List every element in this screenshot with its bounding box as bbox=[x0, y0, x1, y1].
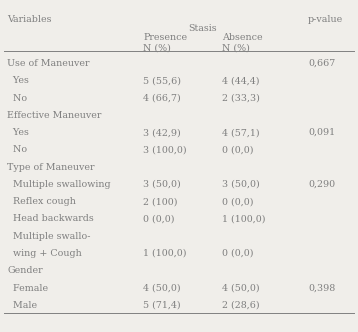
Text: Multiple swallowing: Multiple swallowing bbox=[7, 180, 111, 189]
Text: 3 (50,0): 3 (50,0) bbox=[222, 180, 260, 189]
Text: Multiple swallo-: Multiple swallo- bbox=[7, 232, 91, 241]
Text: 2 (33,3): 2 (33,3) bbox=[222, 94, 260, 103]
Text: 4 (50,0): 4 (50,0) bbox=[222, 284, 260, 292]
Text: 0 (0,0): 0 (0,0) bbox=[222, 197, 253, 206]
Text: N (%): N (%) bbox=[143, 44, 171, 53]
Text: No: No bbox=[7, 145, 27, 154]
Text: Variables: Variables bbox=[7, 15, 52, 24]
Text: 4 (66,7): 4 (66,7) bbox=[143, 94, 181, 103]
Text: p-value: p-value bbox=[308, 15, 343, 24]
Text: Absence: Absence bbox=[222, 33, 262, 42]
Text: Type of Maneuver: Type of Maneuver bbox=[7, 163, 95, 172]
Text: Yes: Yes bbox=[7, 76, 29, 85]
Text: Gender: Gender bbox=[7, 266, 43, 275]
Text: 0,091: 0,091 bbox=[308, 128, 335, 137]
Text: Effective Maneuver: Effective Maneuver bbox=[7, 111, 102, 120]
Text: No: No bbox=[7, 94, 27, 103]
Text: Male: Male bbox=[7, 301, 37, 310]
Text: 1 (100,0): 1 (100,0) bbox=[222, 214, 266, 223]
Text: N (%): N (%) bbox=[222, 44, 250, 53]
Text: Presence: Presence bbox=[143, 33, 187, 42]
Text: 5 (71,4): 5 (71,4) bbox=[143, 301, 181, 310]
Text: 4 (50,0): 4 (50,0) bbox=[143, 284, 181, 292]
Text: Use of Maneuver: Use of Maneuver bbox=[7, 59, 90, 68]
Text: Head backwards: Head backwards bbox=[7, 214, 94, 223]
Text: 2 (28,6): 2 (28,6) bbox=[222, 301, 260, 310]
Text: 3 (100,0): 3 (100,0) bbox=[143, 145, 187, 154]
Text: 0,290: 0,290 bbox=[308, 180, 335, 189]
Text: Yes: Yes bbox=[7, 128, 29, 137]
Text: 0 (0,0): 0 (0,0) bbox=[222, 145, 253, 154]
Text: 2 (100): 2 (100) bbox=[143, 197, 178, 206]
Text: 3 (42,9): 3 (42,9) bbox=[143, 128, 181, 137]
Text: 4 (57,1): 4 (57,1) bbox=[222, 128, 260, 137]
Text: 0,398: 0,398 bbox=[308, 284, 335, 292]
Text: Stasis: Stasis bbox=[188, 24, 217, 33]
Text: 0,667: 0,667 bbox=[308, 59, 335, 68]
Text: wing + Cough: wing + Cough bbox=[7, 249, 82, 258]
Text: 4 (44,4): 4 (44,4) bbox=[222, 76, 260, 85]
Text: 1 (100,0): 1 (100,0) bbox=[143, 249, 187, 258]
Text: 0 (0,0): 0 (0,0) bbox=[222, 249, 253, 258]
Text: 5 (55,6): 5 (55,6) bbox=[143, 76, 181, 85]
Text: 0 (0,0): 0 (0,0) bbox=[143, 214, 175, 223]
Text: Reflex cough: Reflex cough bbox=[7, 197, 76, 206]
Text: Female: Female bbox=[7, 284, 48, 292]
Text: 3 (50,0): 3 (50,0) bbox=[143, 180, 181, 189]
